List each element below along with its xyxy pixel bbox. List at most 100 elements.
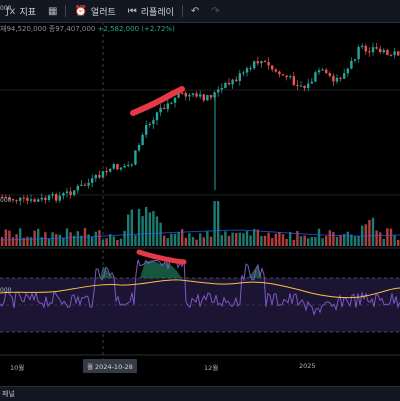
candle-body — [202, 94, 205, 101]
volume-bar — [152, 211, 155, 246]
volume-bar — [188, 233, 191, 246]
volume-bar — [199, 233, 202, 246]
annotation-stroke-rsi[interactable] — [136, 249, 187, 265]
candle-body — [130, 164, 133, 166]
volume-ma-line — [0, 229, 400, 241]
volume-bar — [40, 237, 43, 246]
candle-body — [65, 191, 69, 194]
candle-body — [299, 85, 303, 87]
alerts-label: 얼러트 — [90, 7, 116, 18]
volume-bar — [278, 232, 281, 246]
candle-body — [278, 71, 281, 75]
candle-body — [397, 51, 400, 56]
candle-body — [101, 171, 105, 178]
volume-bar — [281, 234, 285, 246]
replay-button[interactable]: ⏮ 리플레이 — [122, 0, 180, 22]
volume-bar — [317, 228, 321, 246]
candle-body — [148, 124, 151, 126]
volume-bar — [310, 237, 313, 246]
grid-icon: ▦ — [48, 5, 58, 17]
candle-body — [310, 81, 313, 84]
candle-body — [29, 199, 33, 201]
candle-body — [206, 95, 209, 101]
candle-body — [191, 93, 195, 95]
layout-button[interactable]: ▦ — [42, 0, 63, 22]
candle-body — [134, 150, 137, 165]
candle-body — [227, 82, 231, 85]
volume-bar — [137, 208, 141, 246]
volume-bar — [166, 238, 169, 246]
volume-bar — [296, 230, 299, 246]
panel-tab[interactable]: 패널 — [2, 390, 15, 398]
ohlc-close: 종97,407,000 — [48, 25, 96, 33]
candle-body — [353, 59, 357, 61]
y-axis-label-top: 000 — [0, 5, 12, 12]
volume-bar — [263, 235, 267, 246]
volume-bar — [242, 233, 245, 246]
candle-body — [231, 79, 234, 85]
volume-bar — [19, 228, 22, 246]
candle-body — [155, 112, 159, 121]
candle-body — [242, 72, 245, 74]
candle-body — [116, 164, 119, 170]
candle-body — [321, 69, 324, 71]
volume-bar — [37, 228, 40, 246]
volume-bar — [105, 238, 108, 246]
volume-bar — [55, 234, 58, 246]
volume-bar — [112, 236, 115, 246]
rsi-ma-line — [0, 279, 400, 299]
indicators-label: 지표 — [19, 7, 37, 18]
candle-body — [271, 65, 274, 70]
redo-icon: ↷ — [211, 5, 220, 17]
undo-button[interactable]: ↶ — [185, 0, 205, 22]
candle-body — [393, 51, 396, 56]
candle-body — [328, 73, 331, 76]
volume-bar — [109, 234, 112, 246]
volume-bar — [148, 212, 151, 246]
volume-bar — [213, 201, 216, 246]
candle-body — [361, 45, 364, 48]
indicators-button[interactable]: ƒx 지표 — [0, 0, 42, 22]
candle-body — [213, 92, 216, 98]
volume-bar — [307, 238, 310, 246]
redo-button[interactable]: ↷ — [205, 0, 225, 22]
alerts-button[interactable]: ⏰ 얼러트 — [68, 0, 121, 22]
candle-body — [371, 47, 375, 53]
volume-bar — [101, 239, 105, 246]
volume-bar — [249, 235, 252, 246]
candle-body — [15, 200, 18, 202]
volume-bar — [94, 231, 97, 246]
candle-body — [379, 48, 382, 53]
replay-label: 리플레이 — [140, 7, 174, 18]
candle-body — [181, 92, 184, 94]
volume-bar — [141, 216, 144, 246]
volume-bar — [123, 230, 126, 246]
volume-bar — [181, 229, 184, 246]
volume-bar — [134, 235, 137, 246]
candle-body — [357, 47, 360, 60]
volume-bar — [51, 232, 54, 246]
volume-bar — [350, 234, 353, 246]
candle-body — [11, 199, 15, 201]
y-axis-label-mid: 000 — [0, 197, 12, 204]
volume-bar — [1, 237, 4, 246]
volume-bar — [202, 237, 205, 246]
volume-series — [1, 201, 400, 246]
candle-body — [375, 47, 378, 49]
candle-body — [317, 70, 321, 73]
candle-body — [389, 55, 393, 57]
undo-icon: ↶ — [190, 5, 200, 17]
candle-body — [37, 199, 40, 202]
candle-body — [267, 62, 270, 66]
volume-bar — [33, 230, 36, 246]
annotation-stroke-price[interactable] — [130, 86, 185, 116]
candle-body — [44, 197, 47, 200]
candle-body — [62, 193, 65, 196]
toolbar-divider — [65, 5, 67, 17]
candle-body — [105, 171, 108, 173]
volume-bar — [379, 232, 382, 246]
volume-bar — [375, 230, 378, 246]
volume-bar — [22, 237, 25, 246]
candle-body — [303, 85, 306, 89]
